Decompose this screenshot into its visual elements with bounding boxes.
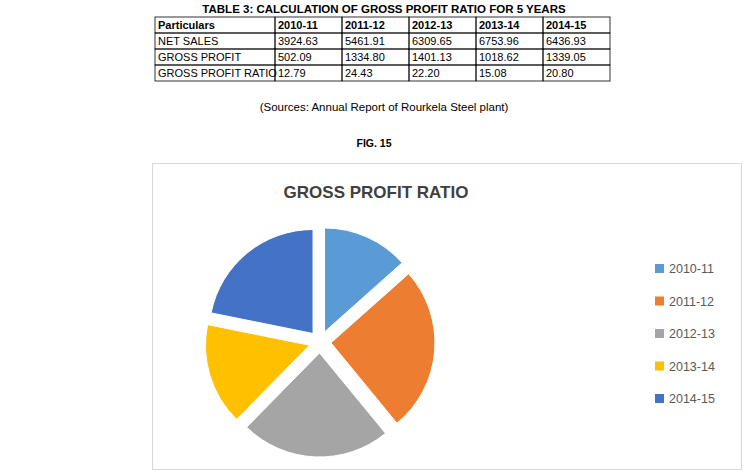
chart-title: GROSS PROFIT RATIO — [284, 183, 469, 202]
pie — [205, 228, 434, 457]
chart-frame — [153, 164, 742, 470]
pie-slice — [205, 325, 309, 420]
table-cell — [275, 33, 342, 49]
table-text: 20.80 — [546, 67, 574, 79]
table-header: 2012-13 — [412, 19, 452, 31]
legend-label: 2013-14 — [669, 360, 715, 374]
table-text: 22.20 — [412, 67, 440, 79]
legend-swatch — [655, 264, 664, 273]
table-text: 5461.91 — [345, 35, 385, 47]
table-cell — [543, 33, 610, 49]
legend-label: 2012-13 — [669, 327, 715, 341]
table-cell — [409, 49, 476, 65]
table-cell — [476, 17, 543, 33]
table: Particulars 2010-11 2011-12 2012-13 2013-14 2… — [155, 17, 610, 81]
table-text: 1339.05 — [546, 51, 586, 63]
table-text: 1018.62 — [479, 51, 519, 63]
legend-label: 2011-12 — [669, 295, 714, 309]
table-cell — [476, 49, 543, 65]
table-cell — [409, 17, 476, 33]
table-cell — [342, 65, 409, 81]
table-header: 2010-11 — [278, 19, 318, 31]
figure-label: FIG. 15 — [356, 137, 391, 149]
table-cell — [342, 17, 409, 33]
table-cell — [409, 33, 476, 49]
table-header: 2011-12 — [345, 19, 385, 31]
legend-swatch — [655, 362, 664, 371]
table-text: GROSS PROFIT — [158, 51, 241, 63]
table-cell — [275, 17, 342, 33]
table-cell — [543, 17, 610, 33]
table-cell — [342, 49, 409, 65]
table-text: NET SALES — [158, 35, 218, 47]
table-text: 6753.96 — [479, 35, 519, 47]
table-text: 1334.80 — [345, 51, 385, 63]
table-cell — [409, 65, 476, 81]
table-text: 1401.13 — [412, 51, 452, 63]
legend-swatch — [655, 394, 664, 403]
table-header: Particulars — [158, 19, 215, 31]
table-cell — [275, 65, 342, 81]
table-cell — [155, 33, 275, 49]
table-cell — [476, 65, 543, 81]
table-text: 12.79 — [278, 67, 306, 79]
table-cell — [543, 49, 610, 65]
page: TABLE 3: CALCULATION OF GROSS PROFIT RAT… — [0, 0, 748, 474]
table-text: 6309.65 — [412, 35, 452, 47]
table-cell — [155, 17, 275, 33]
pie-slice — [211, 229, 313, 333]
legend-swatch — [655, 297, 664, 306]
table-cell — [543, 65, 610, 81]
legend-label: 2010-11 — [669, 262, 714, 276]
legend-swatch — [655, 329, 664, 338]
table-header: 2014-15 — [546, 19, 586, 31]
table-cell — [342, 33, 409, 49]
table-text: 502.09 — [278, 51, 312, 63]
table-cell — [275, 49, 342, 65]
table-title: TABLE 3: CALCULATION OF GROSS PROFIT RAT… — [202, 3, 566, 15]
table-cell — [155, 49, 275, 65]
legend: 2010-11 2011-12 2012-13 2013-14 2014-15 — [655, 262, 715, 406]
table-text: GROSS PROFIT RATIO — [158, 67, 277, 79]
table-text: 6436.93 — [546, 35, 586, 47]
legend-label: 2014-15 — [669, 392, 715, 406]
source-note: (Sources: Annual Report of Rourkela Stee… — [260, 101, 509, 113]
table-text: 3924.63 — [278, 35, 318, 47]
table-text: 15.08 — [479, 67, 507, 79]
table-text: 24.43 — [345, 67, 373, 79]
canvas: TABLE 3: CALCULATION OF GROSS PROFIT RAT… — [0, 0, 748, 474]
table-header: 2013-14 — [479, 19, 520, 31]
table-cell — [476, 33, 543, 49]
